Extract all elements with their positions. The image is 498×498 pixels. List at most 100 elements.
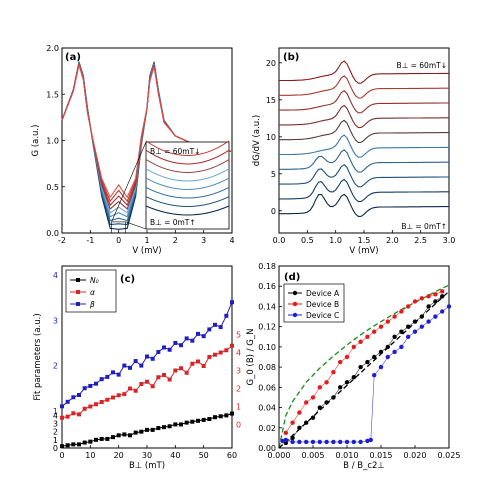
panel-c-marker: [128, 433, 132, 438]
panel-d-point: [365, 334, 370, 339]
panel-d-point: [304, 420, 309, 425]
panel-d-ytick-label: 0.18: [258, 262, 276, 271]
panel-a-inset-curve: [145, 168, 230, 182]
panel-d-point: [446, 304, 452, 309]
panel-d-point: [440, 294, 445, 299]
panel-d-point: [310, 415, 316, 420]
panel-b-ytick-label: 10: [266, 133, 276, 142]
panel-a-xtick-label: 0: [116, 236, 121, 245]
panel-d-point: [351, 375, 356, 380]
panel-d-point: [290, 439, 295, 445]
panel-c-marker: [105, 397, 110, 402]
panel-d-point: [372, 329, 377, 334]
panel-b-annotation-bottom: B⊥ = 0mT↑: [401, 222, 447, 231]
panel-d-point: [426, 304, 431, 309]
panel-b-xtick-label: 1.0: [329, 236, 342, 245]
panel-a-inset-label-bottom: B⊥ = 0mT↑: [150, 218, 196, 227]
panel-a-xtick-label: 4: [229, 236, 234, 245]
panel-d-point: [358, 439, 363, 445]
panel-c-marker: [111, 435, 115, 440]
panel-c-ytick-red: 4: [236, 349, 241, 358]
panel-d-point: [317, 439, 322, 445]
panel-d-point: [399, 309, 404, 314]
panel-c-marker: [184, 370, 189, 375]
panel-d-point: [338, 385, 343, 390]
panel-c-ytick-black: 4: [53, 411, 58, 420]
panel-c-marker: [94, 402, 98, 407]
panel-d-point: [344, 380, 350, 385]
panel-c-marker: [207, 417, 212, 421]
panel-a-xtick-label: -2: [58, 236, 66, 245]
panel-c-marker: [60, 415, 64, 420]
panel-b-trace: [279, 163, 449, 188]
panel-c-ytick-blue: 1: [53, 407, 58, 416]
panel-c-marker: [156, 375, 161, 380]
panel-c-legend-marker: [76, 278, 80, 282]
panel-d-point: [406, 334, 411, 339]
panel-c-marker: [224, 313, 229, 318]
panel-c-marker: [111, 395, 115, 400]
panel-d-xtick-label: 0.020: [404, 451, 427, 460]
panel-a-label: (a): [65, 52, 81, 63]
panel-c-marker: [184, 420, 189, 425]
panel-c-ytick-red: 3: [236, 367, 241, 376]
panel-d-xtick-label: 0.010: [336, 451, 359, 460]
panel-c-marker: [179, 366, 183, 371]
panel-d-point: [317, 405, 322, 410]
panel-d-point: [331, 369, 336, 375]
panel-c-marker: [65, 443, 70, 448]
panel-d-point: [433, 292, 438, 297]
panel-c-marker: [196, 418, 200, 423]
panel-c-marker: [82, 386, 87, 391]
panel-d-xtick-label: 0.000: [268, 451, 291, 460]
panel-c-marker: [145, 354, 149, 359]
panel-c-ytick-blue: 4: [53, 271, 58, 280]
panel-a-xlabel: V (mV): [132, 246, 161, 256]
panel-c-ytick-blue: 2: [53, 362, 58, 371]
panel-c-marker: [71, 395, 76, 400]
panel-c-marker: [201, 334, 206, 339]
panel-c-marker: [218, 414, 223, 419]
panel-d-point: [385, 344, 390, 350]
panel-c-marker: [218, 325, 223, 330]
panel-b-xtick-label: 0.0: [273, 236, 286, 245]
panel-d-xtick-label: 0.005: [302, 451, 325, 460]
panel-d-point: [372, 354, 377, 360]
panel-c-marker: [145, 379, 149, 384]
panel-c-marker: [82, 406, 87, 411]
panel-c-marker: [122, 363, 127, 368]
panel-c-marker: [213, 322, 217, 327]
panel-b-ytick-label: 15: [266, 96, 276, 105]
panel-a-ytick-label: 0.5: [46, 183, 59, 192]
panel-a-ytick-label: 1.0: [46, 137, 59, 146]
panel-a-inset-curve: [145, 205, 230, 216]
panel-d-point: [365, 438, 370, 444]
panel-c-marker: [190, 419, 195, 424]
panel-d-point: [385, 319, 390, 324]
panel-d-point: [426, 319, 431, 324]
panel-a-inset-curve: [145, 177, 230, 190]
panel-c-xlabel: B⊥ (mT): [129, 461, 165, 471]
panel-c-marker: [201, 364, 206, 368]
panel-c-marker: [99, 377, 104, 382]
panel-c-xtick-label: 0: [59, 451, 64, 460]
panel-b-annotation-top: B⊥ = 60mT↓: [397, 61, 447, 70]
panel-a-ylabel: G (a.u.): [31, 125, 41, 157]
panel-d-point: [331, 395, 336, 400]
panel-a-ytick-label: 2.0: [46, 44, 59, 53]
panel-d-legend-label: Device B: [306, 300, 339, 309]
panel-d-point: [351, 439, 356, 445]
panel-c-marker: [207, 327, 212, 332]
panel-c-marker: [116, 372, 121, 377]
panel-a-xtick-label: 2: [173, 236, 178, 245]
panel-d-point: [283, 437, 288, 443]
panel-d-point: [290, 435, 295, 441]
panel-c-marker: [94, 381, 98, 386]
panel-c-legend: [65, 269, 117, 313]
panel-c-label: (c): [120, 274, 135, 285]
panel-c-xtick-label: 10: [85, 451, 95, 460]
panel-d-point: [283, 440, 288, 446]
panel-a-inset-label-top: B⊥ = 60mT↓: [150, 147, 200, 156]
panel-a-inset-curve: [145, 186, 230, 199]
